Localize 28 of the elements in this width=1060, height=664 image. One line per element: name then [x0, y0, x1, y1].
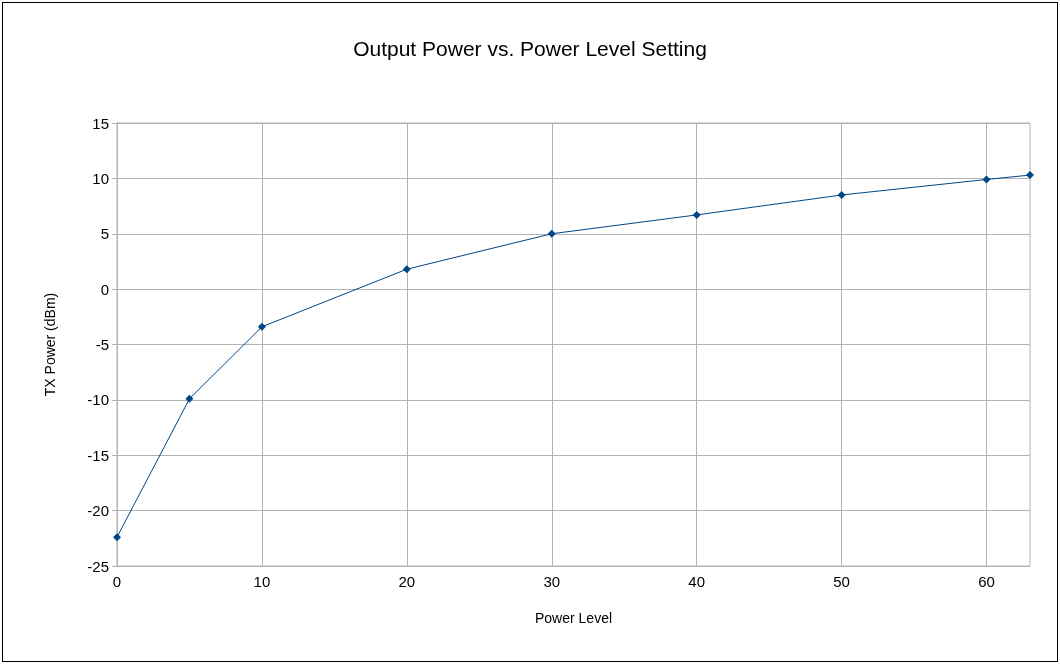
point — [113, 533, 121, 542]
point — [257, 322, 266, 331]
y-tick-label: 5 — [100, 225, 109, 243]
x-tick-label: 60 — [978, 573, 995, 590]
chart-title: Output Power vs. Power Level Setting — [353, 37, 707, 60]
x-tick-label: 0 — [112, 573, 122, 590]
y-tick-label: -5 — [95, 336, 109, 353]
x-tick-label: 50 — [833, 573, 850, 590]
y-tick-label: 0 — [100, 280, 109, 298]
y-tick-label: -15 — [87, 446, 109, 464]
y-axis-title: TX Power (dBm) — [42, 292, 58, 397]
point — [692, 210, 701, 219]
y-tick-label: 10 — [92, 169, 109, 187]
point — [547, 229, 556, 238]
y-tick-label: -25 — [87, 557, 109, 575]
point — [402, 265, 411, 274]
x-axis-title: Power Level — [534, 610, 613, 626]
point — [837, 190, 846, 199]
y-tick-label: -10 — [87, 391, 109, 409]
point — [185, 394, 194, 403]
point — [1026, 171, 1034, 180]
y-tick-label: -20 — [87, 502, 109, 520]
x-tick-label: 40 — [688, 573, 706, 590]
x-tick-label: 20 — [398, 573, 416, 590]
x-tick-label: 30 — [543, 573, 561, 590]
x-tick-label: 10 — [253, 573, 271, 590]
y-tick-label: 15 — [92, 114, 109, 132]
point — [982, 175, 991, 184]
